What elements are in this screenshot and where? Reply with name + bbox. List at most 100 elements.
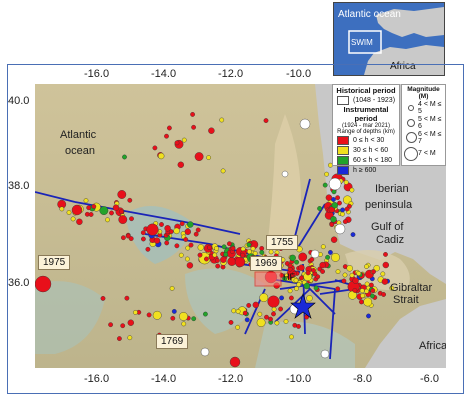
- earthquake-marker: [252, 301, 260, 309]
- earthquake-marker: [202, 311, 208, 317]
- earthquake-marker: [246, 242, 252, 248]
- earthquake-marker: [197, 252, 203, 258]
- earthquake-marker: [368, 282, 374, 288]
- earthquake-marker: [349, 272, 355, 278]
- earthquake-marker: [287, 274, 293, 280]
- earthquake-marker: [59, 206, 65, 212]
- earthquake-marker: [294, 259, 299, 265]
- legend-magnitude-row: 4 < M ≤ 5: [404, 100, 443, 115]
- earthquake-marker: [327, 249, 333, 255]
- earthquake-marker: [195, 227, 201, 233]
- legend-depth: Historical period (1048 - 1923) Instrume…: [332, 84, 400, 175]
- location-inset-map: Atlantic ocean SWIM Africa: [333, 2, 445, 76]
- earthquake-marker: [328, 206, 336, 213]
- earthquake-marker: [179, 311, 188, 321]
- earthquake-marker: [325, 194, 333, 201]
- earthquake-marker: [312, 271, 318, 277]
- swim-area-box: [348, 30, 382, 54]
- legend-depth-label: h ≥ 600: [353, 166, 377, 174]
- label-atlantic: Atlantic: [60, 129, 97, 141]
- earthquake-marker: [342, 219, 348, 225]
- earthquake-marker: [244, 317, 250, 323]
- legend-magnitude: Magnitude (M) 4 < M ≤ 5 5 < M ≤ 6 6 < M …: [401, 84, 446, 166]
- hf-zone-box: [254, 271, 282, 287]
- legend-magnitude-row: 6 < M ≤ 7: [404, 130, 443, 145]
- legend-magnitude-title: Magnitude (M): [407, 86, 440, 100]
- legend-depth-row: 60 ≤ h < 180: [335, 155, 397, 165]
- fault-line: [279, 279, 346, 290]
- earthquake-marker: [197, 244, 205, 251]
- earthquake-marker: [268, 249, 274, 255]
- earthquake-marker: [257, 311, 263, 317]
- earthquake-marker: [128, 236, 134, 242]
- africa-land: [365, 299, 446, 368]
- event-label-1769: 1769: [156, 334, 189, 349]
- earthquake-marker: [100, 295, 106, 301]
- earthquake-marker: [331, 252, 340, 262]
- legend-depth-row: 30 ≤ h < 60: [335, 145, 397, 155]
- earthquake-marker: [118, 215, 128, 225]
- legend-instrumental-range: (1924 - mar 2021): [341, 123, 391, 129]
- legend-depth-label: 60 ≤ h < 180: [353, 156, 393, 164]
- earthquake-marker: [240, 252, 246, 258]
- earthquake-marker: [370, 288, 376, 294]
- label-cadiz: Cadiz: [376, 234, 404, 246]
- depth-swatch-0: [337, 135, 349, 145]
- depth-swatch-1: [337, 145, 349, 155]
- earthquake-marker: [184, 228, 192, 236]
- earthquake-marker: [320, 349, 330, 359]
- legend-instrumental-title: Instrumental period: [343, 105, 389, 123]
- earthquake-marker: [389, 285, 395, 291]
- earthquake-marker: [299, 118, 311, 130]
- earthquake-marker: [360, 293, 365, 299]
- earthquake-marker: [70, 216, 76, 222]
- earthquake-marker: [83, 198, 89, 204]
- earthquake-marker: [140, 230, 146, 236]
- earthquake-marker: [159, 222, 164, 227]
- earthquake-marker: [221, 244, 227, 250]
- earthquake-marker: [231, 308, 237, 314]
- earthquake-marker: [328, 177, 342, 191]
- legend-magnitude-label: 7 < M: [418, 150, 436, 157]
- earthquake-marker: [291, 271, 297, 276]
- earthquake-marker: [268, 316, 273, 322]
- earthquake-marker: [310, 249, 320, 259]
- earthquake-marker: [178, 252, 184, 258]
- inset-europe: [376, 7, 444, 37]
- earthquake-marker: [170, 315, 176, 321]
- event-label-1975: 1975: [38, 255, 71, 270]
- map-frame: [7, 64, 464, 394]
- earthquake-marker: [164, 133, 169, 139]
- earthquake-marker: [194, 152, 204, 162]
- earthquake-marker: [350, 232, 356, 238]
- earthquake-marker: [371, 269, 376, 275]
- fault-line: [329, 288, 336, 360]
- earthquake-marker: [383, 251, 388, 257]
- earthquake-marker: [313, 285, 319, 291]
- earthquake-marker: [348, 290, 357, 300]
- earthquake-marker: [212, 252, 218, 258]
- earthquake-marker: [306, 294, 313, 302]
- earthquake-marker: [287, 288, 293, 294]
- earthquake-marker: [330, 236, 338, 243]
- earthquake-marker: [152, 310, 162, 320]
- earthquake-marker: [337, 200, 342, 206]
- earthquake-marker: [223, 252, 229, 257]
- earthquake-marker: [309, 257, 315, 262]
- earthquake-marker: [340, 211, 345, 217]
- earthquake-marker: [230, 245, 236, 251]
- legend-magnitude-label: 5 < M ≤ 6: [418, 115, 442, 130]
- earthquake-marker: [259, 245, 265, 251]
- legend-depth-label: 30 ≤ h < 60: [353, 146, 389, 154]
- label-peninsula: peninsula: [365, 199, 413, 211]
- earthquake-marker: [324, 171, 329, 177]
- earthquake-marker: [331, 189, 337, 195]
- earthquake-marker: [226, 241, 232, 247]
- hf-label: HF: [283, 272, 295, 282]
- continental-margin: [265, 114, 301, 264]
- earthquake-marker: [319, 261, 326, 269]
- earthquake-marker: [124, 295, 130, 301]
- earthquake-marker: [122, 154, 127, 160]
- label-africa: Africa: [419, 340, 446, 352]
- earthquake-marker: [228, 319, 234, 325]
